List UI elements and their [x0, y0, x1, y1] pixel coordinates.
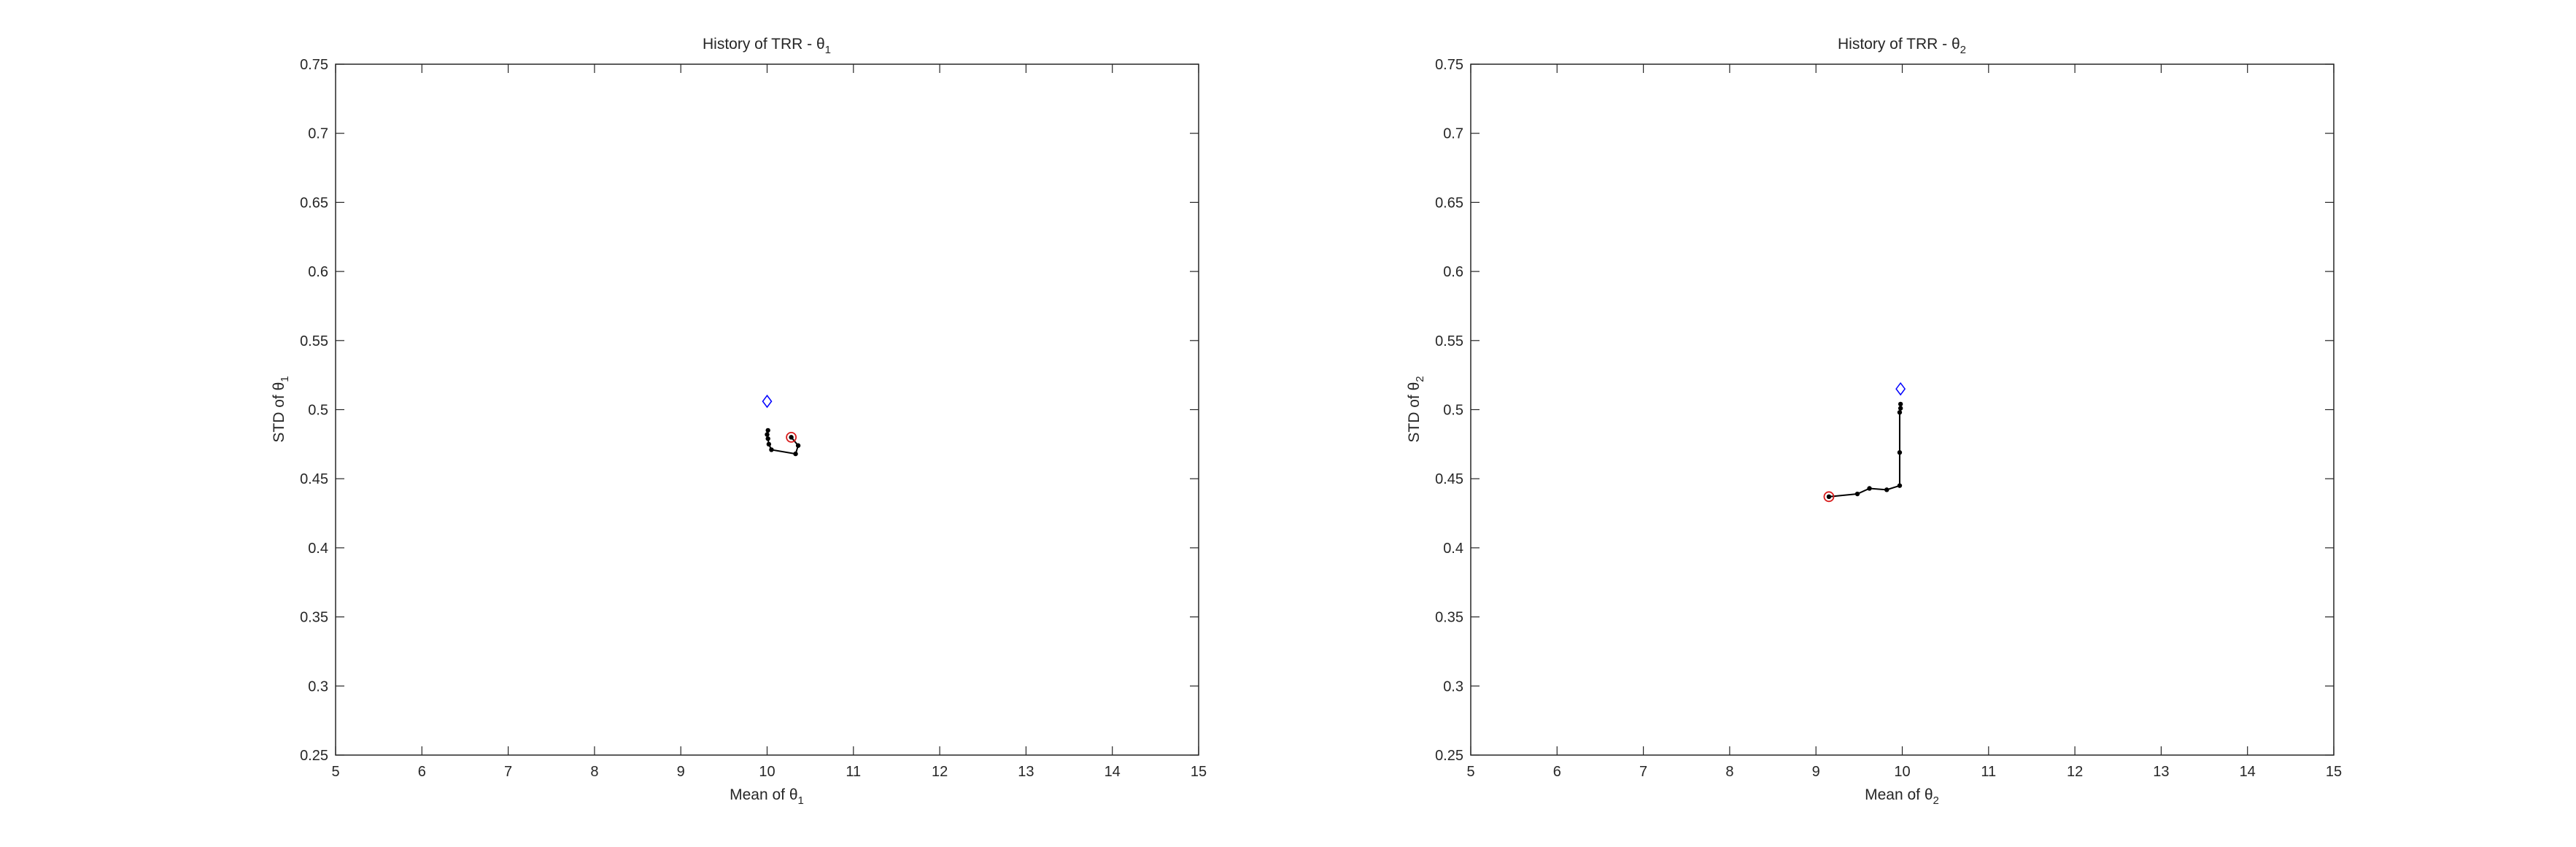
final-point-marker	[786, 431, 797, 443]
x-tick-label: 8	[1725, 764, 1733, 780]
y-tick-label: 0.25	[1435, 748, 1463, 764]
trajectory-point	[1884, 487, 1890, 492]
x-tick-label: 12	[932, 764, 948, 780]
trajectory-point	[765, 428, 770, 433]
chart-panel-theta1: 5 6 7 8 9 10 11 12 13 14 15 0.25 0.3 0.35 0.4 0.45 0.5 0.…	[271, 36, 1207, 807]
trajectory-point	[1867, 486, 1872, 491]
trajectory-point	[789, 435, 794, 440]
y-axis-label-theta2: STD of θ2	[1406, 376, 1426, 442]
data-marks-theta2	[1823, 382, 1906, 503]
x-tick-label: 9	[1812, 764, 1820, 780]
y-tick-label: 0.6	[308, 264, 328, 280]
trajectory-point	[1898, 401, 1903, 407]
trajectory-point	[766, 441, 772, 447]
y-tick-label: 0.7	[1443, 126, 1463, 142]
y-tick-label: 0.65	[1435, 195, 1463, 211]
y-tick-label: 0.75	[1435, 57, 1463, 73]
axis-ticks-theta2: 5 6 7 8 9 10 11 12 13 14 15 0.25 0.3 0.35 0.4 0.45 0.5 0.…	[1435, 57, 2342, 780]
trajectory-point	[793, 451, 798, 457]
y-tick-label: 0.3	[1443, 678, 1463, 695]
y-tick-label: 0.55	[300, 333, 328, 349]
trajectory-point	[765, 432, 770, 437]
y-tick-label: 0.5	[308, 403, 328, 419]
x-tick-label: 9	[677, 764, 685, 780]
x-tick-label: 7	[504, 764, 512, 780]
x-tick-label: 5	[331, 764, 339, 780]
x-axis-label-theta2: Mean of θ2	[1865, 786, 1939, 807]
x-tick-label: 10	[759, 764, 775, 780]
plot-area-theta1	[335, 63, 1199, 756]
trajectory-point	[769, 447, 774, 452]
y-tick-label: 0.45	[1435, 471, 1463, 487]
x-tick-label: 7	[1639, 764, 1647, 780]
trajectory-point	[1898, 406, 1903, 411]
y-tick-label: 0.4	[308, 541, 328, 557]
x-tick-label: 11	[1981, 764, 1996, 780]
x-axis-label-theta1: Mean of θ1	[730, 786, 804, 807]
y-tick-label: 0.55	[1435, 333, 1463, 349]
y-tick-label: 0.4	[1443, 541, 1463, 557]
reference-point-marker	[762, 394, 773, 409]
y-tick-label: 0.45	[300, 471, 328, 487]
y-axis-label-theta1: STD of θ1	[271, 376, 291, 442]
trajectory-point	[765, 436, 770, 441]
chart-title-theta2: History of TRR - θ2	[1838, 36, 1966, 56]
x-tick-label: 14	[1105, 764, 1121, 780]
y-tick-label: 0.5	[1443, 403, 1463, 419]
x-tick-label: 13	[1018, 764, 1034, 780]
chart-title-theta1: History of TRR - θ1	[703, 36, 831, 56]
trajectory-point	[795, 443, 801, 448]
x-tick-label: 15	[1191, 764, 1207, 780]
x-tick-label: 8	[590, 764, 598, 780]
trajectory-point	[1897, 410, 1903, 415]
trajectory-point	[1897, 450, 1903, 455]
axis-ticks-theta1: 5 6 7 8 9 10 11 12 13 14 15 0.25 0.3 0.35 0.4 0.45 0.5 0.…	[300, 57, 1207, 780]
final-point-marker	[1823, 491, 1835, 503]
x-tick-label: 5	[1466, 764, 1474, 780]
y-tick-label: 0.65	[300, 195, 328, 211]
y-tick-label: 0.35	[300, 610, 328, 626]
data-marks-theta1	[762, 394, 801, 457]
x-tick-label: 15	[2326, 764, 2342, 780]
trajectory-point	[1826, 494, 1832, 500]
x-tick-label: 13	[2153, 764, 2169, 780]
x-tick-label: 10	[1894, 764, 1910, 780]
y-tick-label: 0.6	[1443, 264, 1463, 280]
x-tick-label: 11	[846, 764, 861, 780]
y-tick-label: 0.25	[300, 748, 328, 764]
x-tick-label: 14	[2240, 764, 2256, 780]
trajectory-point	[1854, 491, 1860, 497]
y-tick-label: 0.75	[300, 57, 328, 73]
y-tick-label: 0.3	[308, 678, 328, 695]
chart-panel-theta2: 5 6 7 8 9 10 11 12 13 14 15 0.25 0.3 0.35 0.4 0.45 0.5 0.…	[1406, 36, 2342, 807]
trajectory-point	[1897, 483, 1903, 488]
x-tick-label: 6	[418, 764, 426, 780]
reference-point-marker	[1895, 382, 1906, 396]
y-tick-label: 0.7	[308, 126, 328, 142]
y-tick-label: 0.35	[1435, 610, 1463, 626]
x-tick-label: 12	[2067, 764, 2083, 780]
x-tick-label: 6	[1553, 764, 1561, 780]
